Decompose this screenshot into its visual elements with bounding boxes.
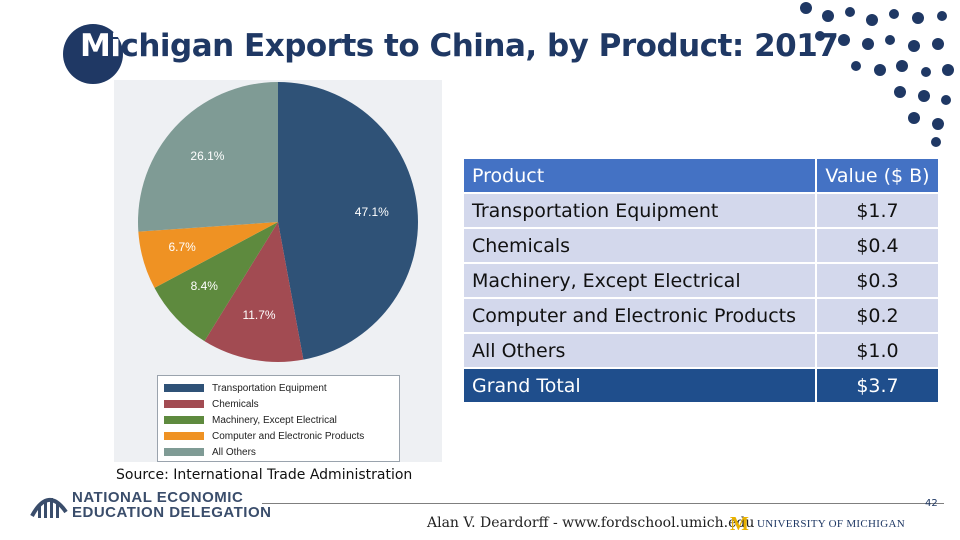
legend-label: All Others	[212, 446, 256, 458]
value-cell: $0.4	[815, 229, 938, 262]
legend-label: Chemicals	[212, 398, 259, 410]
author-credit: Alan V. Deardorff - www.fordschool.umich…	[427, 515, 755, 531]
legend-label: Transportation Equipment	[212, 382, 327, 394]
table-row: Computer and Electronic Products $0.2	[464, 299, 938, 332]
product-cell: Product	[464, 159, 815, 192]
product-cell: Machinery, Except Electrical	[464, 264, 815, 297]
product-cell: All Others	[464, 334, 815, 367]
table-total-row: Grand Total $3.7	[464, 369, 938, 402]
pie-slice-chemicals	[204, 222, 304, 362]
table-header-row: Product Value ($ B)	[464, 159, 938, 192]
org-name: NATIONAL ECONOMIC EDUCATION DELEGATION	[72, 490, 271, 520]
need-logo-icon	[30, 498, 68, 518]
legend-swatch	[164, 400, 204, 408]
product-cell: Transportation Equipment	[464, 194, 815, 227]
slide-title: Michigan Exports to China, by Product: 2…	[80, 28, 839, 64]
legend-item: Machinery, Except Electrical	[164, 413, 337, 427]
legend-item: Transportation Equipment	[164, 381, 327, 395]
exports-table: Product Value ($ B) Transportation Equipme…	[464, 157, 938, 404]
value-cell: $0.2	[815, 299, 938, 332]
pie-slice-computer-and-electronic-products	[138, 222, 278, 288]
title-rest: chigan Exports to China, by Product: 201…	[120, 28, 839, 64]
legend-item: Computer and Electronic Products	[164, 429, 364, 443]
value-cell: $1.0	[815, 334, 938, 367]
dot-pattern-decoration	[800, 2, 954, 147]
footer-divider	[262, 503, 944, 504]
chart-legend: Transportation Equipment Chemicals Machine…	[157, 375, 400, 462]
legend-swatch	[164, 384, 204, 392]
org-line-1: NATIONAL ECONOMIC	[72, 489, 244, 506]
value-cell: Value ($ B)	[815, 159, 938, 192]
product-cell: Chemicals	[464, 229, 815, 262]
title-circle-decoration	[63, 24, 123, 84]
product-cell: Computer and Electronic Products	[464, 299, 815, 332]
pie-chart	[138, 82, 418, 362]
legend-swatch	[164, 416, 204, 424]
pie-slice-label: 47.1%	[354, 205, 389, 220]
page-number: 42	[925, 498, 938, 509]
org-line-2: EDUCATION DELEGATION	[72, 504, 272, 521]
pie-slice-label: 6.7%	[168, 240, 196, 255]
pie-slice-machinery-except-electrical	[154, 222, 278, 342]
value-cell: $3.7	[815, 369, 938, 402]
source-note: Source: International Trade Administrati…	[116, 467, 413, 483]
product-cell: Grand Total	[464, 369, 815, 402]
pie-slice-label: 11.7%	[242, 307, 276, 322]
legend-label: Computer and Electronic Products	[212, 430, 365, 442]
pie-slice-label: 8.4%	[190, 279, 218, 294]
value-cell: $1.7	[815, 194, 938, 227]
table-row: Machinery, Except Electrical $0.3	[464, 264, 938, 297]
legend-swatch	[164, 432, 204, 440]
title-first-letters: Mi	[80, 28, 121, 64]
legend-swatch	[164, 448, 204, 456]
legend-label: Machinery, Except Electrical	[212, 414, 337, 426]
pie-slice-transportation-equipment	[278, 82, 418, 360]
table-row: Chemicals $0.4	[464, 229, 938, 262]
table-row: All Others $1.0	[464, 334, 938, 367]
pie-slice-all-others	[138, 82, 278, 232]
value-cell: $0.3	[815, 264, 938, 297]
university-name: UNIVERSITY OF MICHIGAN	[757, 518, 905, 530]
pie-slice-label: 26.1%	[190, 149, 225, 164]
legend-item: All Others	[164, 445, 256, 459]
umich-block-m-logo: M	[730, 513, 749, 535]
table-row: Transportation Equipment $1.7	[464, 194, 938, 227]
legend-item: Chemicals	[164, 397, 259, 411]
